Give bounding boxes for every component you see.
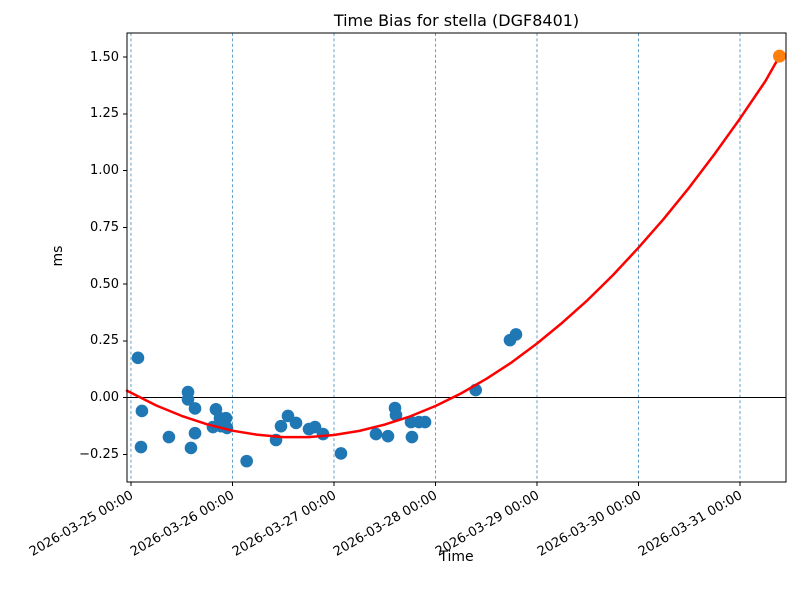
- data-point: [181, 393, 195, 406]
- chart-title: Time Bias for stella (DGF8401): [333, 11, 580, 30]
- y-tick-label: 0.00: [90, 390, 119, 406]
- data-point: [405, 430, 419, 444]
- x-axis-label: Time: [439, 549, 474, 565]
- data-point: [240, 454, 253, 468]
- data-point: [316, 427, 330, 441]
- predicted-point: [773, 49, 787, 63]
- data-point: [188, 402, 202, 415]
- data-point: [135, 404, 149, 418]
- data-point: [184, 441, 198, 455]
- y-tick-label: 0.25: [90, 333, 119, 349]
- fit-curve: [125, 54, 781, 439]
- data-point: [369, 427, 383, 441]
- data-point: [134, 440, 148, 454]
- y-tick-label: −0.25: [79, 446, 119, 462]
- y-tick-label: 0.50: [90, 276, 119, 292]
- data-point: [274, 419, 288, 433]
- data-point: [381, 429, 395, 443]
- data-point: [162, 430, 176, 444]
- y-tick-label: 1.50: [90, 49, 119, 65]
- data-point: [289, 416, 303, 430]
- data-point: [389, 408, 403, 422]
- y-axis-label: ms: [50, 245, 66, 267]
- y-tick-label: 1.25: [90, 106, 119, 122]
- y-tick-label: 1.00: [90, 163, 119, 179]
- data-point: [188, 426, 202, 440]
- data-point: [334, 447, 348, 460]
- data-point: [131, 351, 145, 365]
- axes-border: [126, 32, 787, 483]
- y-tick-label: 0.75: [90, 219, 119, 235]
- data-point: [219, 411, 233, 425]
- data-point: [509, 328, 523, 341]
- data-point: [418, 415, 432, 429]
